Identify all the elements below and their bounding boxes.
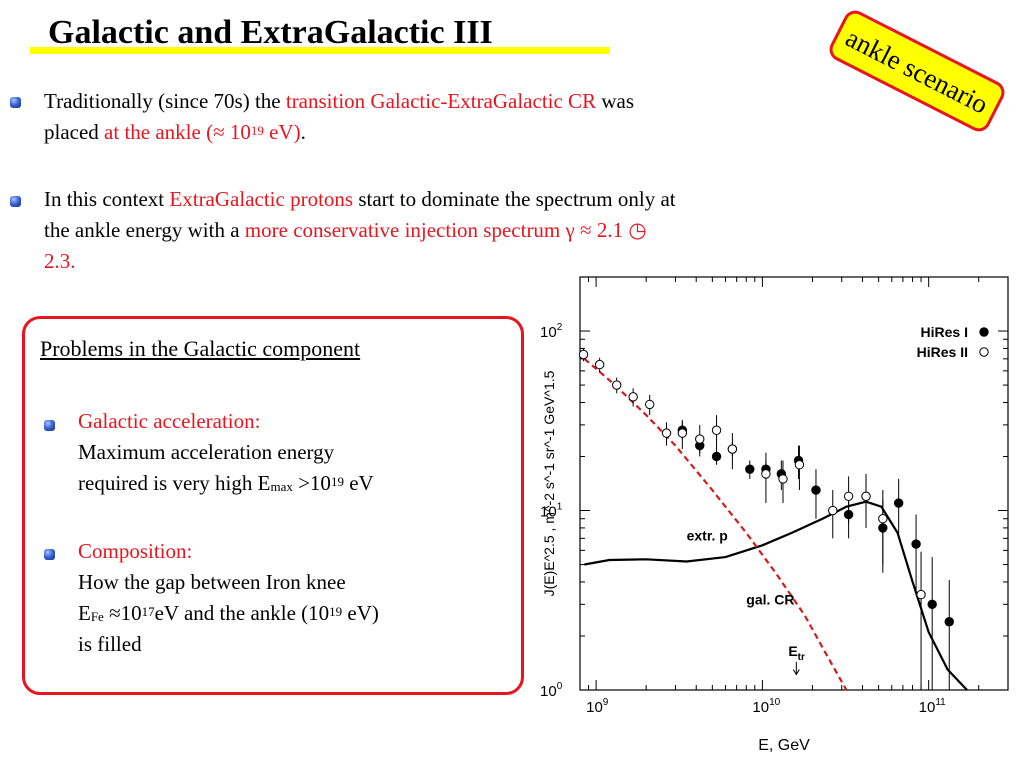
- x-tick-exponent: 11: [935, 697, 946, 708]
- bullet-text-transition: Traditionally (since 70s) the transition…: [44, 89, 634, 144]
- data-point-hires-ii: [711, 425, 722, 435]
- clock-icon: ◷: [628, 218, 647, 242]
- data-point-hires-i: [745, 464, 755, 474]
- y-tick-exponent: 2: [557, 322, 563, 333]
- data-point-hires-ii: [828, 505, 838, 516]
- bullet-icon: [10, 97, 21, 108]
- y-axis-label: J(E)E^2.5 , m^-2 s^-1 sr^-1 GeV^1.5: [541, 370, 557, 596]
- x-tick-label: 109: [586, 697, 609, 716]
- data-point-hires-ii: [861, 491, 871, 502]
- data-point-hires-ii: [778, 474, 788, 484]
- data-point-hires-ii: [916, 589, 926, 600]
- legend-label: HiRes II: [917, 344, 968, 360]
- legend-marker: [979, 347, 989, 357]
- problems-box: [22, 316, 524, 695]
- spectrum-chart: 109 1010 1011 100 101 102 E, GeV J(E)E^2.5 , m^…: [532, 272, 1023, 767]
- slide-title: Galactic and ExtraGalactic III: [48, 14, 493, 51]
- data-point-hires-i: [911, 539, 921, 549]
- data-point-hires-ii: [794, 459, 805, 470]
- data-point-hires-ii: [761, 469, 771, 479]
- x-tick-label: 1010: [752, 697, 780, 716]
- annotation-label: gal. CR: [746, 591, 794, 607]
- bullet-icon: [10, 196, 21, 207]
- y-tick-exponent: 0: [557, 681, 563, 692]
- data-point-hires-ii: [628, 392, 638, 402]
- ankle-scenario-badge: ankle scenario: [825, 6, 1009, 136]
- y-tick-label: 102: [540, 322, 563, 341]
- x-tick-label: 1011: [919, 697, 947, 716]
- annotation-label: Etr: [788, 643, 805, 663]
- data-point-hires-ii: [594, 359, 605, 370]
- data-point-hires-ii: [578, 349, 589, 360]
- legend-marker: [979, 327, 989, 337]
- data-point-hires-ii: [644, 399, 655, 410]
- data-point-hires-i: [893, 498, 904, 508]
- data-point-hires-ii: [677, 428, 688, 438]
- annotation-arrowhead: [792, 669, 800, 676]
- data-point-hires-ii: [695, 434, 705, 444]
- item-composition: Composition: How the gap between Iron kn…: [78, 539, 379, 656]
- data-point-hires-i: [711, 451, 722, 462]
- bullet-icon: [44, 420, 55, 431]
- x-axis-label: E, GeV: [758, 737, 810, 754]
- data-point-hires-ii: [843, 491, 854, 502]
- annotation-label: extr. p: [687, 528, 728, 544]
- item-galactic-acceleration: Galactic acceleration: Maximum accelerat…: [78, 409, 374, 495]
- data-point-hires-i: [811, 485, 821, 495]
- x-tick-exponent: 9: [603, 697, 609, 708]
- title-underline-bar: [30, 47, 610, 54]
- bullet-text-protons: In this context ExtraGalactic protons st…: [44, 187, 676, 272]
- annotation-subscript: tr: [798, 652, 805, 663]
- y-tick-exponent: 1: [557, 502, 563, 513]
- data-point-hires-ii: [661, 428, 672, 438]
- data-point-hires-ii: [727, 444, 738, 454]
- data-point-hires-ii: [878, 514, 888, 524]
- legend-label: HiRes I: [921, 324, 968, 340]
- data-point-hires-i: [927, 599, 937, 610]
- data-point-hires-i: [944, 617, 954, 627]
- problems-box-title: Problems in the Galactic component: [40, 336, 361, 361]
- x-tick-exponent: 10: [769, 697, 781, 708]
- curve-gal-cr: [583, 357, 848, 691]
- y-tick-label: 100: [540, 681, 563, 700]
- bullet-icon: [44, 549, 55, 560]
- data-point-hires-ii: [612, 380, 622, 390]
- plot-frame: [579, 276, 1009, 691]
